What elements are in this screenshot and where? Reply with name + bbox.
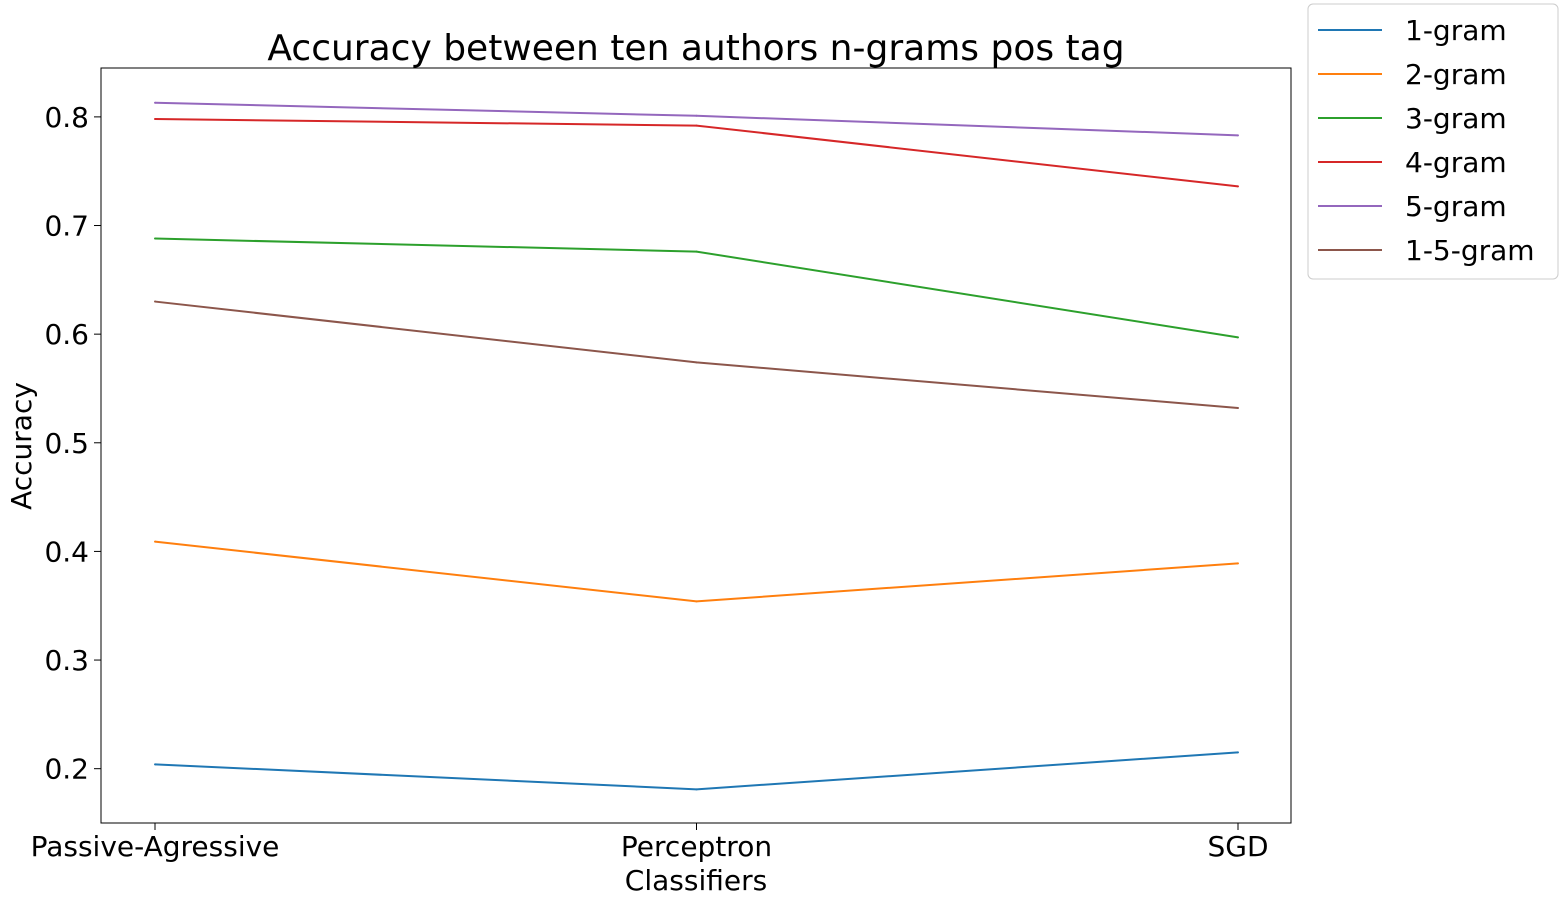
legend-label: 2-gram [1405,58,1507,91]
legend-label: 1-5-gram [1405,234,1535,267]
data-point [1237,134,1239,137]
y-tick-label: 0.7 [44,210,89,243]
data-point [695,600,698,603]
data-point [695,250,698,253]
y-tick-label: 0.4 [44,535,89,568]
data-point [1237,751,1239,754]
data-point [695,361,698,364]
x-tick-label: SGD [1207,830,1268,863]
legend-label: 5-gram [1405,190,1507,223]
data-point [1237,336,1239,339]
data-point [154,101,156,104]
data-point [1237,185,1239,188]
data-point [695,124,698,127]
legend-label: 1-gram [1405,14,1507,47]
legend: 1-gram 2-gram 3-gram 4-gram 5-gram 1-5-gram [1307,3,1559,280]
y-tick-label: 0.6 [44,318,89,351]
data-point [695,114,698,117]
chart-title: Accuracy between ten authors n-grams pos… [267,28,1124,69]
y-tick-label: 0.5 [44,427,89,460]
data-point [154,763,156,766]
y-tick-label: 0.2 [44,753,89,786]
series-line-1-gram [154,751,1239,791]
x-axis-label: Classifiers [625,864,767,897]
y-tick-label: 0.3 [44,644,89,677]
data-point [154,237,156,240]
y-axis-label: Accuracy [5,382,38,510]
data-point [1237,407,1239,410]
series-line-3-gram [154,237,1239,339]
plot-area: 0.2 0.3 0.4 0.5 0.6 0.7 0.8 Passive-Agressive Pe… [31,67,1292,863]
legend-label: 3-gram [1405,102,1507,135]
data-point [695,788,698,791]
data-point [154,540,156,543]
data-point [1237,562,1239,565]
data-point [154,300,156,303]
series-line-5-gram [154,101,1239,137]
x-tick-label: Passive-Agressive [31,830,280,863]
data-point [154,118,156,121]
series-line-2-gram [154,540,1239,603]
legend-label: 4-gram [1405,146,1507,179]
series-line-1-5-gram [154,300,1239,410]
y-tick-label: 0.8 [44,101,89,134]
axes-frame [100,67,1292,824]
x-tick-label: Perceptron [621,830,772,863]
legend-box [1307,3,1559,280]
